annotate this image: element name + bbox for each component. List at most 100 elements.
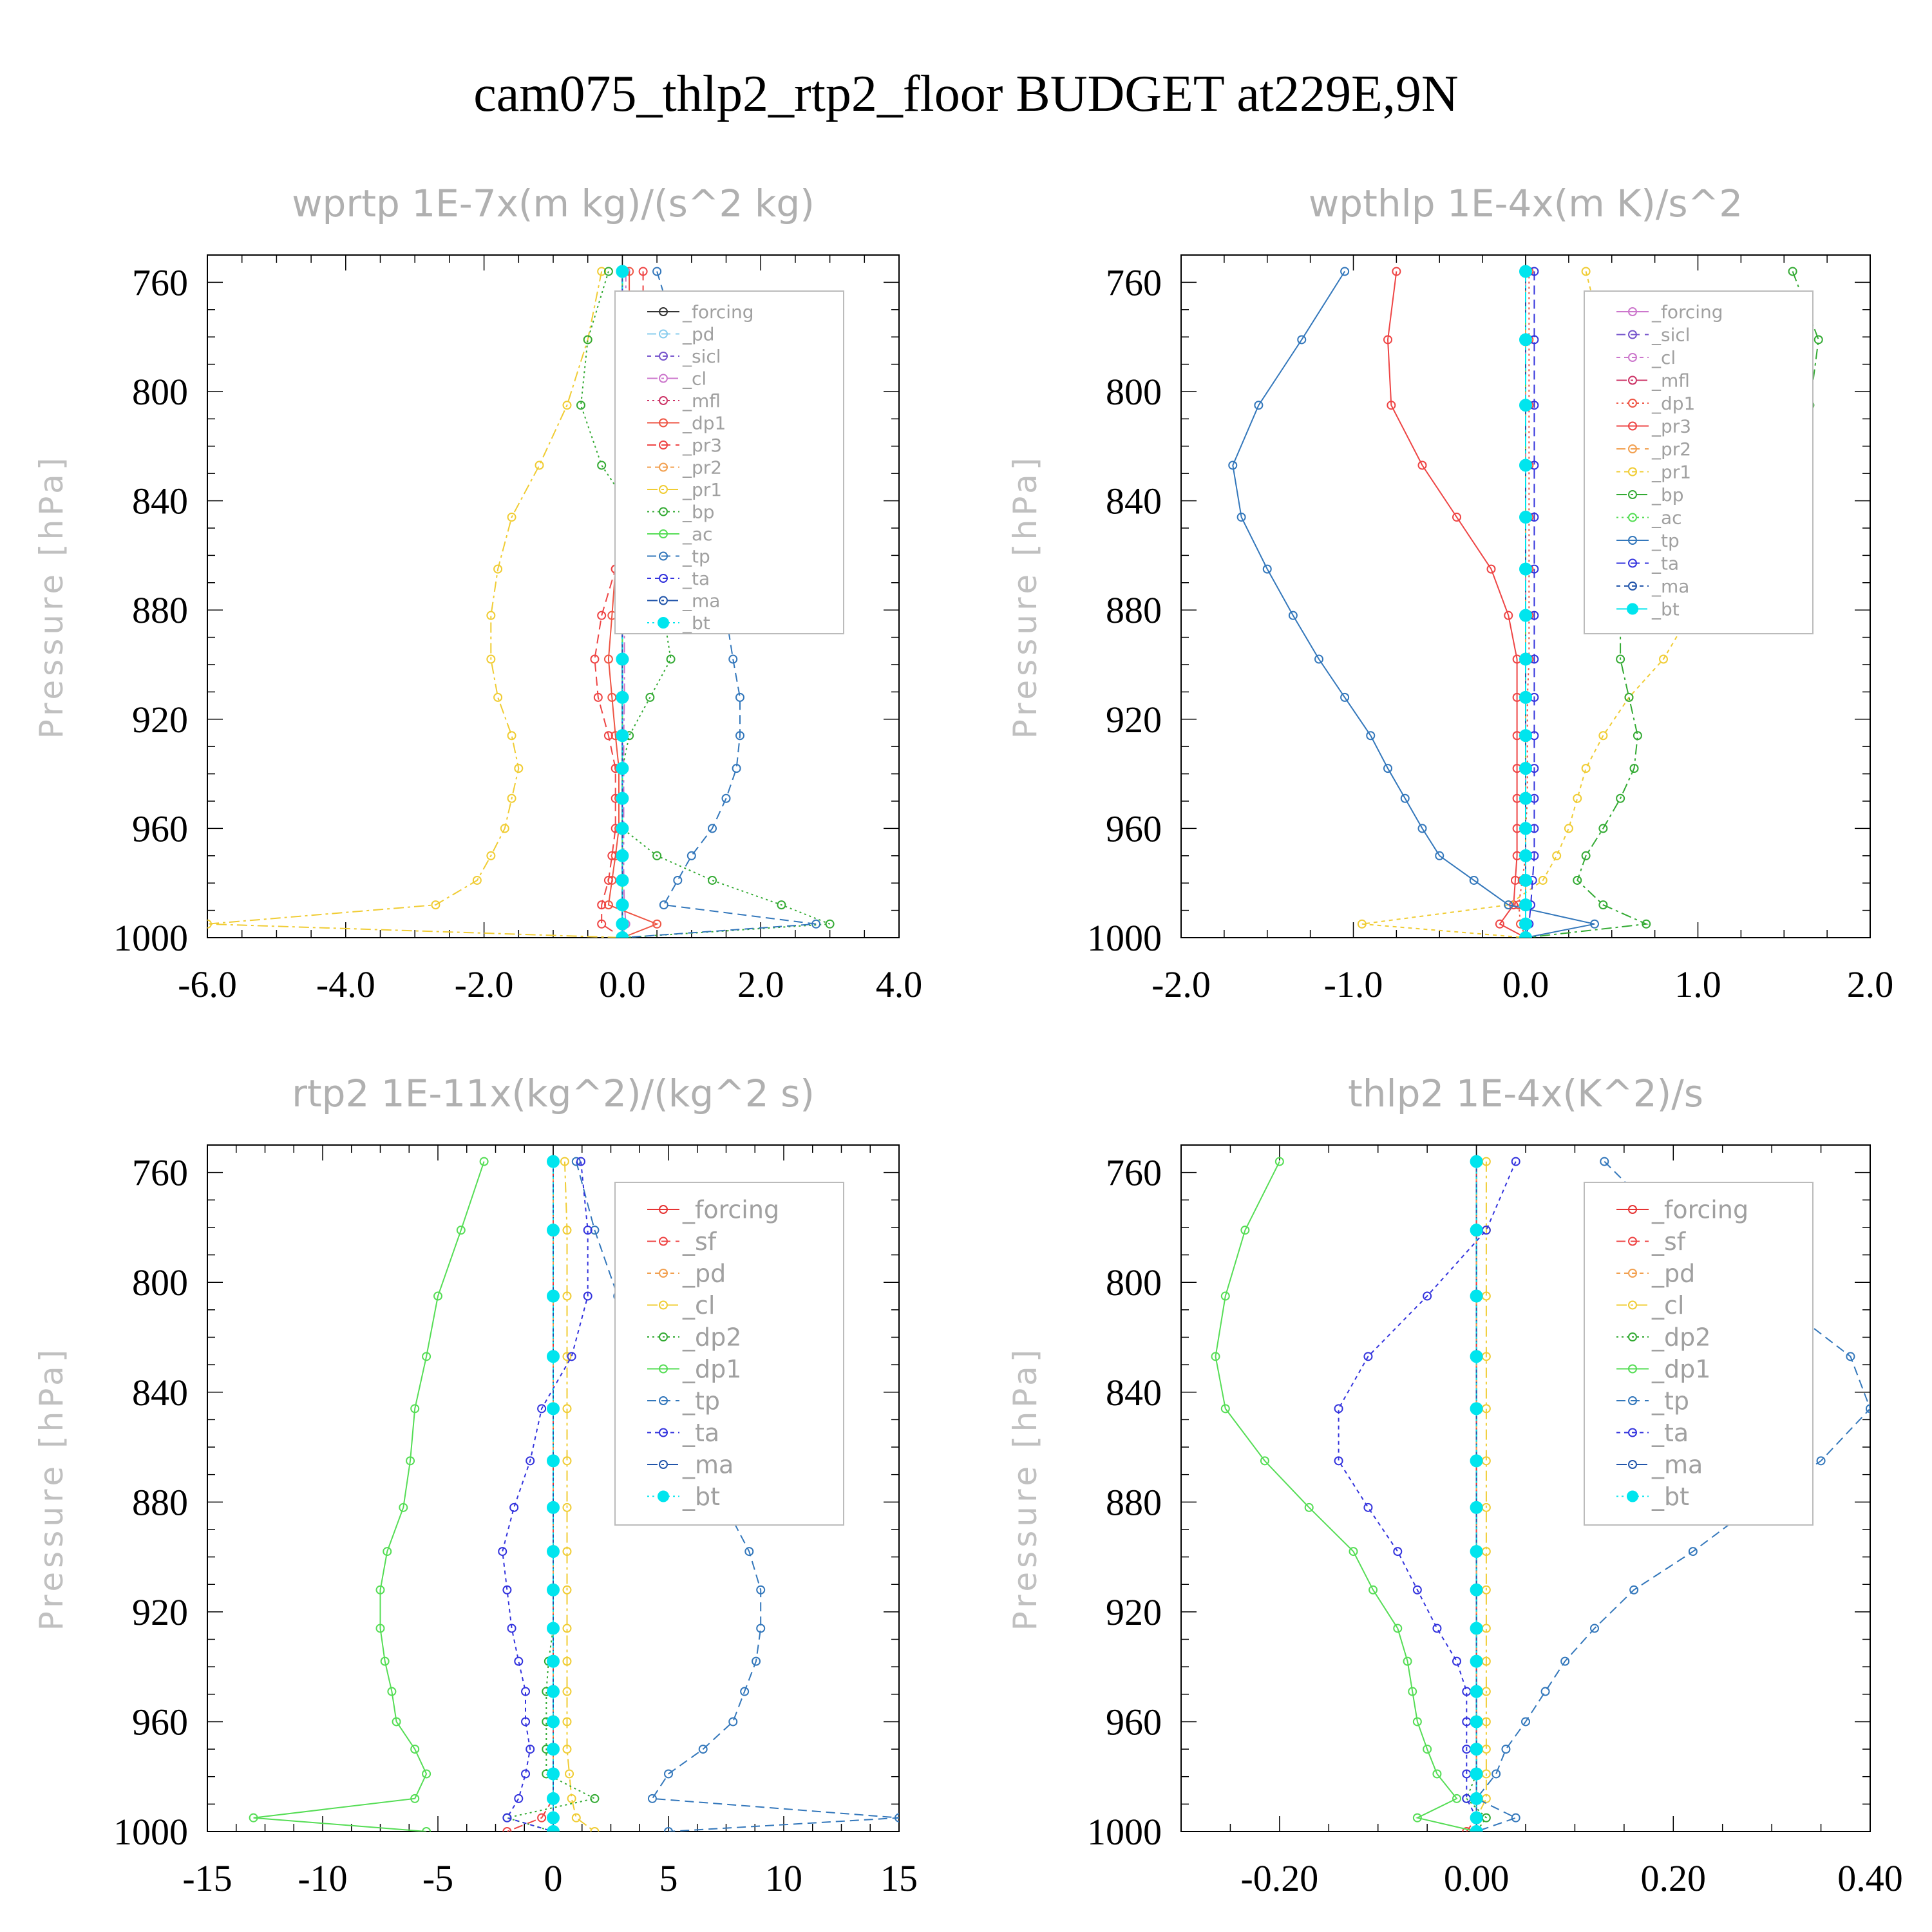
data-point-bt	[547, 1715, 560, 1728]
data-point-ta	[1412, 1585, 1422, 1595]
data-point-pr1	[486, 611, 496, 620]
data-point-dp1	[1211, 1352, 1220, 1361]
data-point-tp	[756, 1624, 766, 1633]
data-point-bp	[1629, 764, 1639, 773]
data-point-bt	[547, 1811, 560, 1824]
data-point-bt	[1519, 873, 1532, 887]
data-point-bt	[1519, 917, 1532, 931]
data-point-pr1	[1573, 793, 1582, 803]
legend-label: _sicl	[682, 346, 721, 367]
data-point-sf	[537, 1813, 547, 1823]
legend-marker	[1628, 399, 1637, 408]
panel-3: rtp2 1E-11x(kg^2)/(kg^2 s) Pressure [hPa]…	[33, 1072, 918, 1899]
y-tick-label: 840	[132, 480, 188, 522]
data-point-pr1	[500, 824, 509, 833]
data-point-dp1	[479, 1157, 489, 1166]
data-point-bt	[1470, 1743, 1483, 1756]
data-point-dp1	[399, 1502, 408, 1512]
data-point-pr3	[593, 692, 603, 702]
legend-marker	[659, 507, 668, 516]
data-point-ta	[583, 1226, 592, 1235]
y-axis-label: Pressure [hPa]	[33, 1346, 70, 1631]
y-tick-label: 1000	[1087, 917, 1162, 959]
x-tick-label: -0.20	[1240, 1857, 1318, 1899]
data-point-pr3	[607, 851, 617, 860]
data-point-cl	[562, 1456, 572, 1466]
data-point-ta	[1432, 1624, 1442, 1633]
data-point-dp1	[422, 1352, 431, 1361]
legend-label: _tp	[1651, 530, 1680, 551]
x-tick-label: -1.0	[1324, 963, 1383, 1005]
data-point-dp1	[380, 1656, 390, 1666]
data-point-dp1	[1368, 1585, 1378, 1595]
legend-label: _sicl	[1651, 324, 1690, 345]
x-tick-label: 0.40	[1837, 1857, 1903, 1899]
data-point-tp	[1629, 1585, 1639, 1595]
data-point-bt	[1519, 459, 1532, 472]
series-line-pr1	[1361, 271, 1707, 938]
data-point-tp	[1846, 1352, 1855, 1361]
x-tick-label: 0.00	[1444, 1857, 1510, 1899]
data-point-ta	[576, 1157, 585, 1166]
data-point-bp	[583, 335, 592, 345]
data-point-cl	[562, 1502, 572, 1512]
x-tick-label: -6.0	[178, 963, 237, 1005]
legend-marker	[659, 1332, 668, 1341]
data-point-bp	[1624, 692, 1634, 702]
data-point-sf	[1462, 1827, 1472, 1832]
x-tick-label: 0	[544, 1857, 563, 1899]
legend-box	[1584, 1182, 1814, 1526]
series-line-dp1	[253, 1161, 485, 1832]
data-point-dp1	[410, 1404, 420, 1414]
legend-marker	[659, 1205, 668, 1214]
y-tick-label: 960	[132, 1701, 188, 1743]
data-point-sf	[502, 1827, 512, 1832]
data-point-dp1	[652, 919, 662, 929]
data-point-tp	[698, 1745, 708, 1754]
data-point-bt	[616, 791, 629, 805]
data-point-pr1	[493, 564, 503, 574]
legend-marker	[659, 329, 668, 339]
y-tick-label: 800	[1106, 371, 1162, 413]
series-line-bp	[580, 271, 830, 938]
x-tick-label: -10	[298, 1857, 347, 1899]
legend-marker	[1628, 1364, 1637, 1374]
data-point-pr1	[493, 692, 503, 702]
data-point-bt	[1470, 1622, 1483, 1635]
legend-marker	[1628, 1269, 1637, 1278]
data-point-tp	[664, 1769, 673, 1779]
panel-title: wpthlp 1E-4x(m K)/s^2	[1309, 182, 1743, 225]
data-point-bt	[616, 265, 629, 278]
data-point-bt	[547, 1583, 560, 1596]
data-point-bt	[1470, 1767, 1483, 1781]
data-point-pr1	[1659, 654, 1668, 664]
y-tick-label: 760	[1106, 1152, 1162, 1194]
series-line-tp	[575, 1161, 899, 1832]
data-point-dp2	[590, 1794, 600, 1803]
legend-label: _ta	[1651, 553, 1679, 574]
legend-label: _ta	[1651, 1419, 1689, 1447]
data-point-bp	[777, 900, 786, 910]
data-point-pr1	[1552, 851, 1562, 860]
data-point-tp	[728, 1717, 738, 1727]
y-tick-label: 1000	[1087, 1811, 1162, 1853]
data-point-cl	[562, 1585, 572, 1595]
legend: _forcing_sicl_cl_mfl_dp1_pr3_pr2_pr1_bp_…	[1584, 290, 1814, 634]
data-point-dp1	[1220, 1404, 1230, 1414]
data-point-dp1	[392, 1717, 401, 1727]
data-point-pr3	[597, 900, 607, 910]
series-line-sf	[1466, 1161, 1477, 1832]
data-point-tp	[1435, 851, 1444, 860]
data-point-bt	[616, 762, 629, 775]
legend-label: _mfl	[682, 390, 721, 412]
x-tick-label: -5	[422, 1857, 453, 1899]
legend-label: _pd	[682, 1259, 726, 1287]
data-point-bt	[616, 652, 629, 666]
data-point-tp	[895, 1813, 899, 1823]
data-point-bt	[1519, 652, 1532, 666]
data-point-dp1	[375, 1585, 385, 1595]
data-point-pr3	[1383, 335, 1392, 345]
data-point-bt	[1470, 1402, 1483, 1416]
data-point-cl	[562, 1226, 572, 1235]
data-point-bt	[1470, 1545, 1483, 1558]
